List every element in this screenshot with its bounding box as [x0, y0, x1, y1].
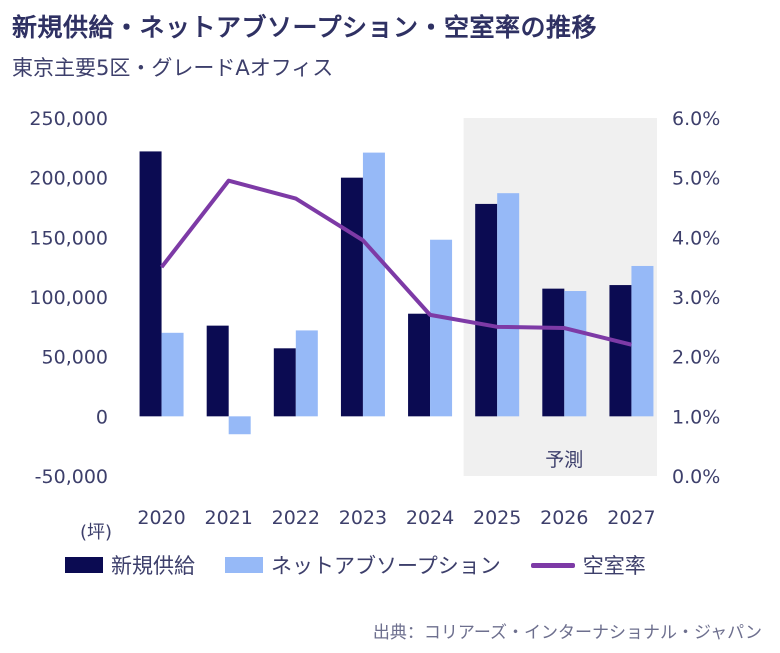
bar-supply: [139, 151, 162, 417]
bar-absorption: [161, 332, 184, 417]
forecast-label: 予測: [545, 449, 583, 471]
y-left-tick-label: -50,000: [35, 466, 108, 488]
bar-supply: [206, 325, 229, 417]
source-note: 出典：コリアーズ・インターナショナル・ジャパン: [372, 623, 762, 643]
y-right-tick-label: 0.0%: [672, 466, 720, 488]
y-left-tick-label: 0: [96, 406, 108, 428]
bar-supply: [273, 348, 296, 417]
y-left-tick-label: 250,000: [29, 108, 108, 130]
legend-swatch-supply: [65, 557, 103, 573]
bar-absorption: [430, 239, 453, 417]
y-left-tick-label: 150,000: [29, 227, 108, 249]
bar-absorption: [228, 416, 251, 435]
x-tick-label: 2023: [339, 507, 387, 529]
bar-supply: [475, 203, 498, 417]
chart-subtitle: 東京主要5区・グレードAオフィス: [12, 56, 334, 80]
bar-absorption: [631, 265, 654, 417]
x-tick-label: 2022: [272, 507, 320, 529]
x-tick-label: 2025: [473, 507, 521, 529]
y-right-tick-label: 6.0%: [672, 108, 720, 130]
x-tick-label: 2021: [205, 507, 253, 529]
unit-label: (坪): [80, 522, 113, 543]
legend-label-vacancy: 空室率: [582, 554, 646, 578]
y-right-tick-label: 4.0%: [672, 227, 720, 249]
bar-supply: [542, 288, 565, 417]
bar-absorption: [362, 152, 385, 417]
legend-item-vacancy: 空室率: [530, 550, 646, 580]
chart-plot: 予測 250,000 200,000 150,000 100,000 50,000 0 -5…: [29, 108, 720, 529]
bar-supply: [609, 285, 632, 417]
bar-absorption: [295, 330, 318, 417]
y-right-tick-label: 3.0%: [672, 287, 720, 309]
y-right-tick-label: 2.0%: [672, 347, 720, 369]
legend: 新規供給 ネットアブソープション 空室率: [65, 550, 676, 580]
y-left-tick-label: 100,000: [29, 287, 108, 309]
legend-item-supply: 新規供給: [65, 550, 195, 580]
x-tick-label: 2020: [137, 507, 185, 529]
y-right-tick-label: 5.0%: [672, 168, 720, 190]
x-tick-label: 2024: [406, 507, 454, 529]
bar-absorption: [564, 291, 587, 417]
x-tick-label: 2027: [607, 507, 655, 529]
bar-absorption: [497, 193, 520, 417]
vacancy-line: [159, 178, 632, 347]
legend-item-absorption: ネットアブソープション: [225, 550, 501, 580]
y-left-tick-label: 50,000: [42, 347, 108, 369]
legend-label-absorption: ネットアブソープション: [271, 554, 501, 578]
bar-supply: [340, 177, 363, 417]
x-tick-label: 2026: [540, 507, 588, 529]
legend-swatch-absorption: [225, 557, 263, 573]
chart-title: 新規供給・ネットアブソープション・空室率の推移: [12, 13, 598, 42]
legend-label-supply: 新規供給: [111, 554, 195, 578]
bar-supply: [408, 313, 431, 417]
y-right-tick-label: 1.0%: [672, 406, 720, 428]
y-left-tick-label: 200,000: [29, 168, 108, 190]
legend-swatch-vacancy: [530, 562, 575, 568]
